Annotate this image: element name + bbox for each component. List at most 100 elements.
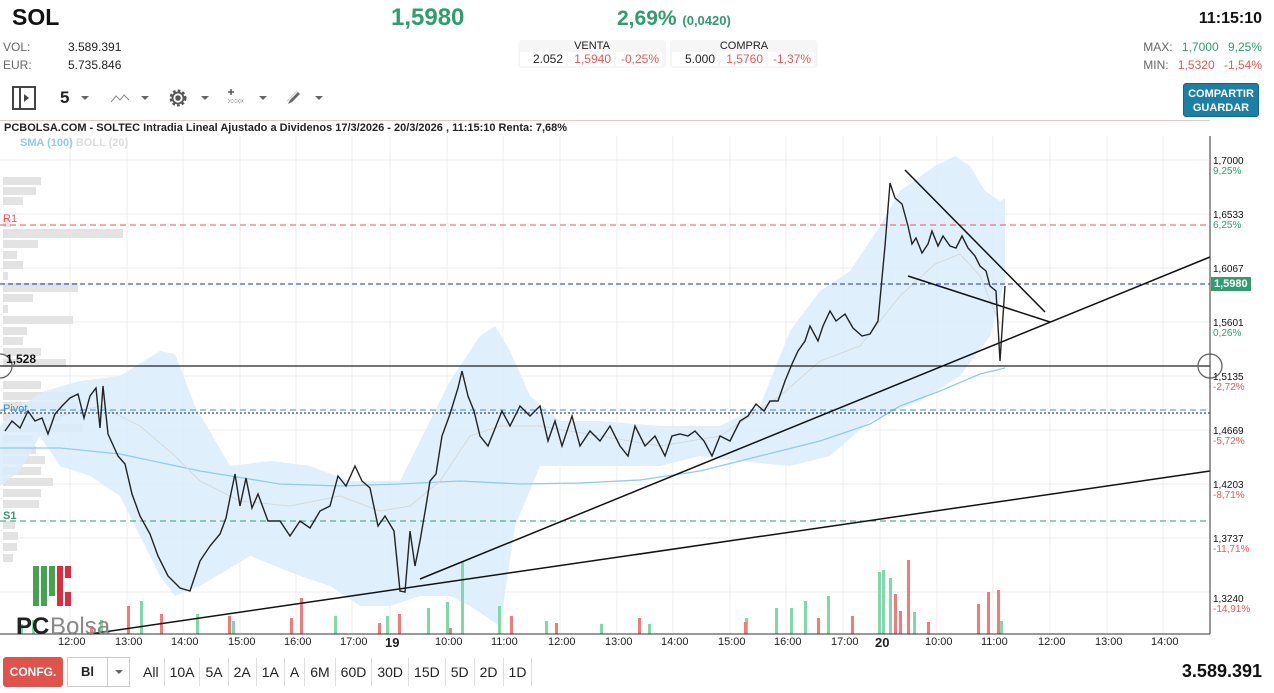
svg-text:6,25%: 6,25% xyxy=(1213,220,1241,231)
svg-text:1,3737: 1,3737 xyxy=(1213,534,1244,545)
x-tick: 13:00 xyxy=(605,636,633,648)
svg-text:1,6533: 1,6533 xyxy=(1213,210,1244,221)
vol-value: 3.589.391 xyxy=(68,40,122,54)
range-1d[interactable]: 1D xyxy=(504,658,533,686)
config-button[interactable]: CONFG. xyxy=(3,657,63,687)
x-tick: 14:00 xyxy=(661,636,689,648)
boll-mid-line xyxy=(59,253,1001,512)
chevron-down-icon xyxy=(114,670,123,674)
change-pct: 2,69% xyxy=(617,7,677,30)
x-tick: 16:00 xyxy=(284,636,312,648)
range-2a[interactable]: 2A xyxy=(229,658,257,686)
orderbook-compra: COMPRA 5.000 1,5760 -1,37% xyxy=(670,40,818,68)
x-tick: 10:00 xyxy=(435,636,463,648)
share-save-button[interactable]: COMPARTIR GUARDAR xyxy=(1183,83,1259,117)
svg-text:0,26%: 0,26% xyxy=(1213,328,1241,339)
x-tick: 12:00 xyxy=(548,636,576,648)
pivot-label: Pivot xyxy=(3,403,28,415)
price-change: 2,69% (0,0420) xyxy=(617,7,731,31)
gear-icon xyxy=(169,89,187,107)
svg-text:-2,72%: -2,72% xyxy=(1213,382,1245,393)
x-tick-day: 19 xyxy=(385,635,400,650)
ticker-symbol: SOL xyxy=(12,4,60,30)
range-30d[interactable]: 30D xyxy=(372,658,410,686)
range-5d[interactable]: 5D xyxy=(446,658,475,686)
last-price-tag-label: 1,5980 xyxy=(1214,278,1248,290)
trend-lines xyxy=(89,169,1211,635)
chevron-down-icon xyxy=(259,96,268,100)
x-tick: 13:00 xyxy=(115,636,143,648)
vol-label: VOL: xyxy=(3,40,31,54)
x-tick: 11:00 xyxy=(981,636,1008,648)
x-tick: 13:00 xyxy=(1095,636,1123,648)
svg-text:-8,71%: -8,71% xyxy=(1213,490,1245,501)
toggle-panel-button[interactable] xyxy=(6,84,42,112)
min-value: 1,5320 xyxy=(1177,58,1215,72)
svg-text:Bolsa: Bolsa xyxy=(50,613,111,640)
volume-bars xyxy=(20,560,1003,634)
last-price: 1,5980 xyxy=(391,4,465,31)
drawing-tools-select[interactable] xyxy=(279,84,329,112)
max-row: MAX: 1,7000 9,25% xyxy=(1137,40,1262,54)
change-abs: (0,0420) xyxy=(682,13,731,28)
eur-label: EUR: xyxy=(3,58,32,72)
x-tick: 16:00 xyxy=(774,636,802,648)
x-tick: 17:00 xyxy=(340,636,368,648)
settings-select[interactable] xyxy=(161,84,215,112)
svg-text:1,5135: 1,5135 xyxy=(1213,372,1244,383)
legend-sma[interactable]: SMA (100) xyxy=(20,137,73,149)
svg-text:9,25%: 9,25% xyxy=(1213,166,1241,177)
quote-time: 11:15:10 xyxy=(1198,10,1262,27)
svg-text:1,3240: 1,3240 xyxy=(1213,594,1244,605)
chart-legend: SMA (100) BOLL (20) xyxy=(20,137,128,149)
max-value: 1,7000 xyxy=(1181,40,1219,54)
x-tick: 14:00 xyxy=(171,636,199,648)
panel-toggle-icon xyxy=(12,86,36,110)
range-2d[interactable]: 2D xyxy=(475,658,504,686)
chart-type-dropdown[interactable]: Bl xyxy=(67,657,130,687)
chevron-down-icon xyxy=(141,96,150,100)
range-1a[interactable]: 1A xyxy=(257,658,285,686)
legend-boll[interactable]: BOLL (20) xyxy=(75,137,129,149)
range-60d[interactable]: 60D xyxy=(336,658,373,686)
range-15d[interactable]: 15D xyxy=(409,658,446,686)
pcbolsa-logo: PC Bolsa xyxy=(16,566,111,640)
interval-value: 5 xyxy=(60,88,70,107)
range-6m[interactable]: 6M xyxy=(305,658,336,686)
r1-label: R1 xyxy=(3,213,18,225)
range-all[interactable]: All xyxy=(138,658,165,686)
x-tick: 15:00 xyxy=(718,636,746,648)
indicators-select[interactable] xyxy=(221,84,273,112)
chevron-down-icon xyxy=(315,96,324,100)
venta-price: 1,5940 xyxy=(568,52,614,66)
svg-text:-5,72%: -5,72% xyxy=(1213,436,1245,447)
share-label: COMPARTIR xyxy=(1188,88,1254,100)
min-row: MIN: 1,5320 -1,54% xyxy=(1137,58,1262,72)
svg-text:-11,71%: -11,71% xyxy=(1213,544,1250,555)
compra-price: 1,5760 xyxy=(720,52,766,66)
chart-type-select[interactable] xyxy=(105,84,155,112)
range-selector: All 10A 5A 2A 1A A 6M 60D 30D 15D 5D 2D … xyxy=(138,658,533,686)
chevron-down-icon xyxy=(81,96,90,100)
venta-qty: 2.052 xyxy=(520,52,566,66)
x-tick: 17:00 xyxy=(831,636,859,648)
compra-label: COMPRA xyxy=(719,40,769,52)
svg-text:1,6067: 1,6067 xyxy=(1213,264,1244,275)
svg-text:1,5601: 1,5601 xyxy=(1213,318,1244,329)
range-5a[interactable]: 5A xyxy=(200,658,229,686)
range-a[interactable]: A xyxy=(285,658,306,686)
x-tick: 10:00 xyxy=(925,636,953,648)
range-10a[interactable]: 10A xyxy=(165,658,201,686)
add-indicator-icon xyxy=(228,89,245,104)
x-tick: 14:00 xyxy=(1151,636,1179,648)
hline-handle-left[interactable] xyxy=(0,353,13,379)
chart-title: PCBOLSA.COM - SOLTEC Intradia Lineal Aju… xyxy=(0,120,1210,136)
orderbook-venta: VENTA 2.052 1,5940 -0,25% xyxy=(518,40,666,68)
max-pct: 9,25% xyxy=(1227,40,1262,54)
svg-text:1,7000: 1,7000 xyxy=(1213,156,1244,167)
interval-select[interactable]: 5 xyxy=(54,84,95,112)
x-axis-labels: 12:00 13:00 14:00 15:00 16:00 17:00 19 1… xyxy=(0,635,1210,654)
max-label: MAX: xyxy=(1143,40,1173,54)
